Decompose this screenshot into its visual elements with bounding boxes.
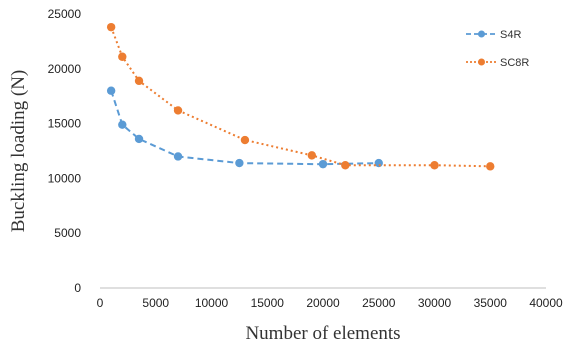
legend-label-s4r: S4R bbox=[500, 29, 521, 41]
x-tick-label: 10000 bbox=[195, 296, 229, 310]
data-point-sc8r bbox=[430, 161, 439, 170]
legend-marker-s4r bbox=[478, 30, 485, 38]
x-tick-label: 40000 bbox=[529, 296, 563, 310]
data-point-sc8r bbox=[307, 151, 317, 160]
data-point-s4r bbox=[374, 158, 383, 168]
y-tick-label: 10000 bbox=[48, 171, 82, 185]
y-tick-label: 20000 bbox=[48, 62, 82, 76]
x-tick-label: 5000 bbox=[142, 296, 169, 310]
data-point-s4r bbox=[318, 159, 328, 169]
data-point-sc8r bbox=[486, 162, 495, 171]
x-tick-label: 35000 bbox=[474, 296, 508, 310]
series-s4r bbox=[106, 86, 383, 169]
y-tick-label: 0 bbox=[74, 281, 81, 295]
x-tick-label: 0 bbox=[97, 296, 104, 310]
data-point-sc8r bbox=[341, 161, 350, 170]
data-point-s4r bbox=[235, 158, 244, 168]
legend-item-sc8r: SC8R bbox=[466, 57, 529, 69]
legend-item-s4r: S4R bbox=[466, 29, 521, 41]
series-line-s4r bbox=[110, 90, 379, 166]
data-point-sc8r bbox=[173, 106, 183, 115]
data-point-sc8r bbox=[106, 22, 116, 32]
data-point-s4r bbox=[118, 120, 127, 129]
data-point-sc8r bbox=[134, 76, 144, 86]
y-tick-labels: 0 5000 10000 15000 20000 25000 bbox=[48, 7, 82, 295]
y-tick-label: 5000 bbox=[54, 226, 81, 240]
data-point-s4r bbox=[173, 152, 183, 161]
y-tick-label: 15000 bbox=[48, 117, 82, 131]
x-tick-label: 25000 bbox=[362, 296, 396, 310]
series-sc8r bbox=[106, 22, 495, 171]
data-point-s4r bbox=[106, 86, 116, 95]
x-tick-label: 30000 bbox=[418, 296, 452, 310]
y-tick-label: 25000 bbox=[48, 7, 82, 21]
data-point-sc8r bbox=[118, 52, 127, 61]
legend-marker-sc8r bbox=[478, 58, 485, 66]
series-layer bbox=[106, 22, 495, 171]
x-tick-label: 20000 bbox=[306, 296, 340, 310]
data-point-sc8r bbox=[240, 135, 250, 145]
x-axis-title: Number of elements bbox=[245, 323, 400, 344]
legend-label-sc8r: SC8R bbox=[500, 57, 529, 69]
legend: S4R SC8R bbox=[466, 29, 529, 69]
x-tick-labels: 0 5000 10000 15000 20000 25000 30000 35000 40000 bbox=[97, 296, 563, 310]
data-point-s4r bbox=[134, 134, 144, 144]
y-axis-title: Buckling loading (N) bbox=[8, 70, 29, 233]
series-line-sc8r bbox=[110, 26, 491, 168]
x-tick-label: 15000 bbox=[251, 296, 285, 310]
